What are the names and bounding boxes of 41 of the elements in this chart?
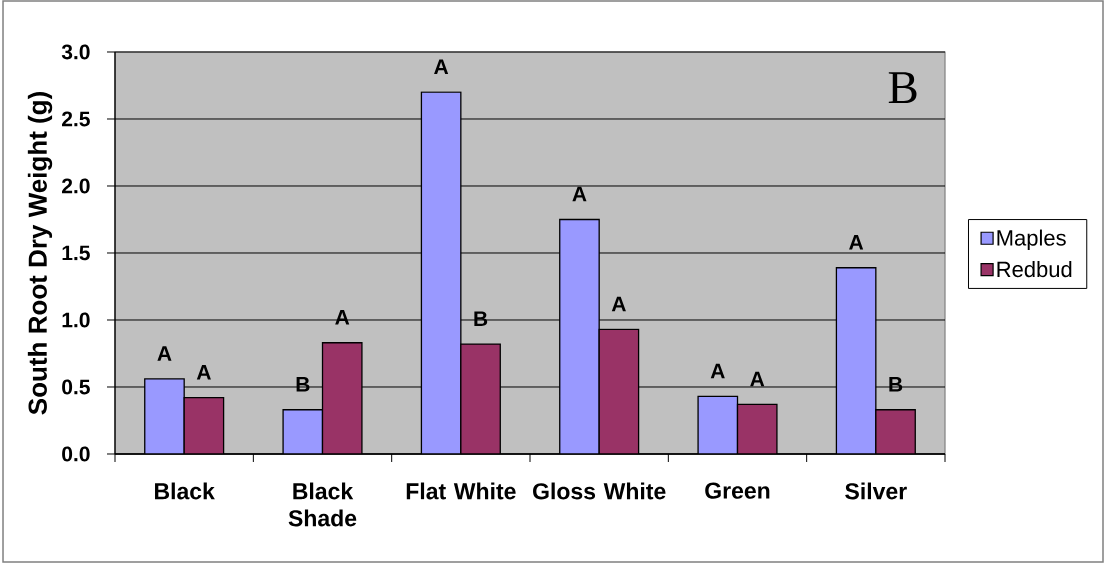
y-tick-label: 1.5 [62, 245, 90, 261]
legend-label: Redbud [997, 260, 1072, 278]
bar [322, 342, 362, 454]
data-label: A [157, 346, 172, 361]
bar [144, 378, 185, 454]
y-tick-label: 2.0 [62, 178, 90, 194]
data-label: B [296, 377, 310, 392]
data-label: A [196, 365, 211, 380]
y-tick-label: 0.0 [62, 446, 90, 462]
data-label: A [434, 59, 449, 74]
bar [835, 267, 877, 454]
y-tick-label: 0.5 [62, 379, 90, 395]
x-tick-label: Silver [845, 482, 907, 500]
data-label: B [889, 377, 903, 392]
bar [421, 92, 461, 454]
annotation: B [888, 72, 917, 104]
data-label: A [710, 363, 725, 379]
y-tick-label: 1.0 [62, 312, 90, 328]
data-label: A [335, 310, 350, 325]
bar [184, 397, 224, 454]
y-tick-label: 2.5 [62, 111, 90, 127]
bar [875, 409, 916, 454]
x-tick-label: Green [705, 482, 770, 499]
bar [599, 329, 639, 454]
data-label: A [750, 371, 765, 387]
data-label: A [611, 296, 626, 312]
data-label: B [474, 311, 488, 326]
x-tick-label: Gloss White [533, 482, 666, 500]
data-label: A [572, 186, 587, 202]
bar [698, 396, 738, 454]
x-tick-label: Black [155, 482, 215, 500]
x-tick-label: Black Shade [288, 482, 357, 527]
data-label: A [849, 235, 864, 250]
bar [559, 219, 600, 454]
bar [737, 404, 777, 454]
bar [460, 344, 501, 454]
bar [283, 409, 323, 454]
y-axis-title: South Root Dry Weight (g) [27, 92, 53, 415]
legend-label: Maples [997, 229, 1066, 251]
y-tick-label: 3.0 [61, 44, 90, 60]
x-tick-label: Flat White [406, 482, 516, 500]
